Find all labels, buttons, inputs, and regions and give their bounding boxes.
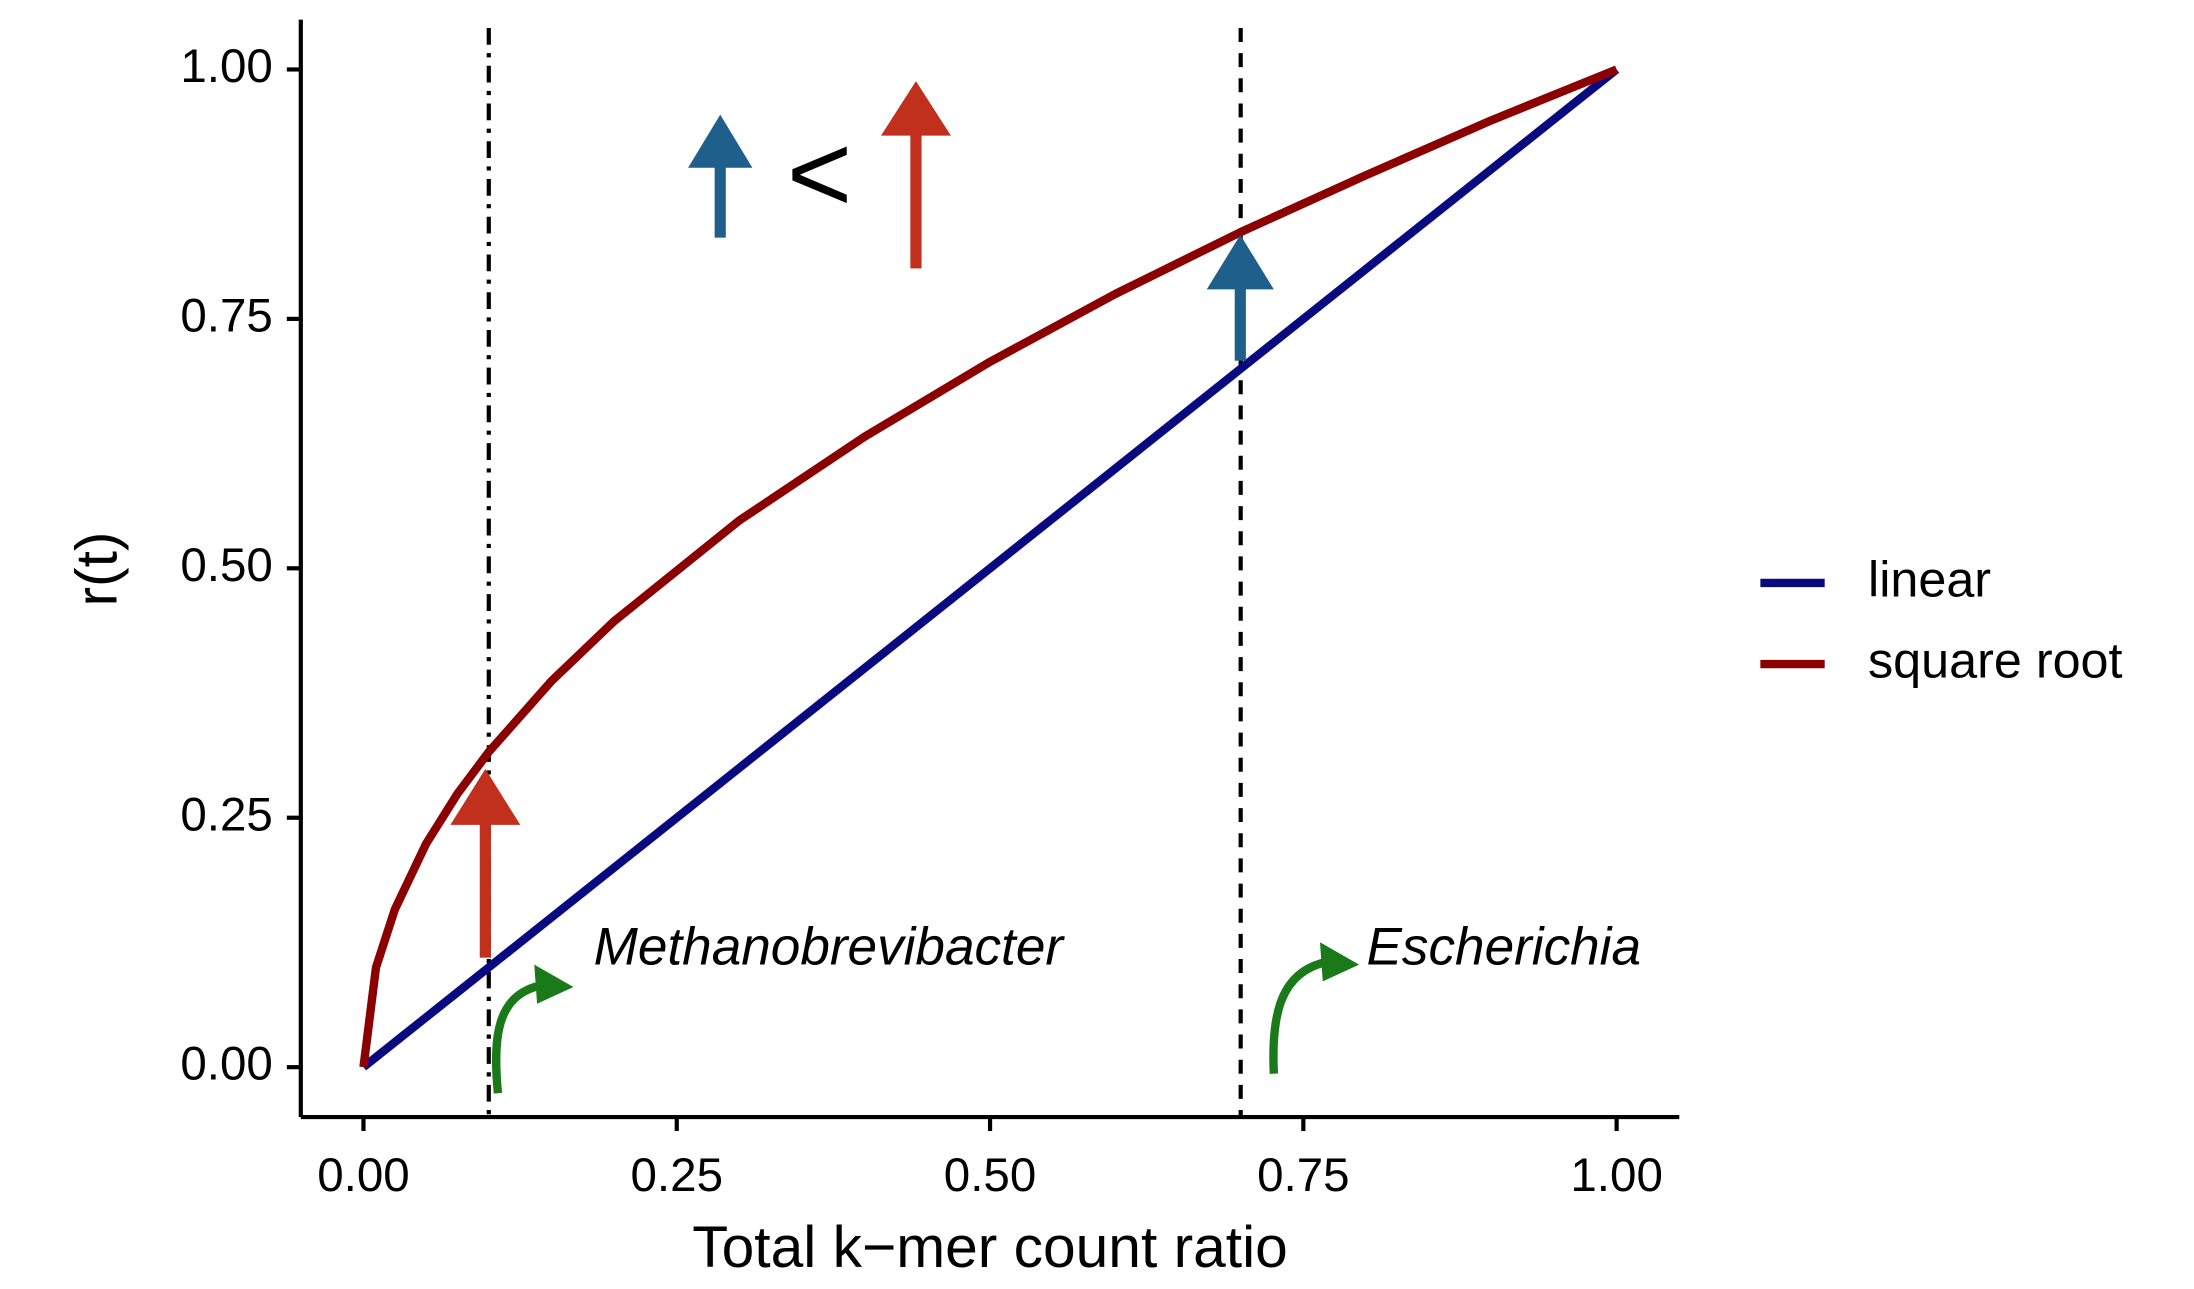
x-tick-label: 1.00: [1570, 1149, 1662, 1202]
blue-arrow: [1206, 234, 1274, 361]
green-arrow: [1269, 942, 1360, 1074]
y-tick-label: 0.00: [180, 1038, 272, 1091]
legend-label: linear: [1868, 550, 1991, 607]
green-arrow: [491, 964, 574, 1094]
y-tick-label: 1.00: [180, 40, 272, 93]
y-tick-label: 0.50: [180, 539, 272, 592]
y-axis-title: r(t): [64, 532, 129, 607]
x-tick-label: 0.50: [944, 1149, 1036, 1202]
x-tick-label: 0.25: [631, 1149, 723, 1202]
plot-area: 0.00 0.25 0.50 0.75 1.00 0.00 0.25 0.50 0.75 1.00…: [180, 19, 1680, 1202]
y-tick-label: 0.25: [180, 788, 272, 841]
y-tick-label: 0.75: [180, 289, 272, 342]
blue-arrow: [688, 114, 753, 238]
series-line: [360, 66, 1620, 1071]
red-arrow: [450, 768, 521, 958]
x-tick-label: 0.75: [1257, 1149, 1349, 1202]
red-arrow: [881, 81, 951, 269]
decorative-arrows: [450, 81, 1360, 1094]
x-axis-title: Total k−mer count ratio: [692, 1215, 1287, 1280]
legend-label: square root: [1868, 631, 2123, 688]
comparison-symbol: <: [787, 110, 852, 235]
annotation-label: Methanobrevibacter: [594, 918, 1066, 977]
series-line: [359, 65, 1619, 1068]
annotation-label: Escherichia: [1367, 918, 1642, 977]
x-tick-label: 0.00: [317, 1149, 409, 1202]
